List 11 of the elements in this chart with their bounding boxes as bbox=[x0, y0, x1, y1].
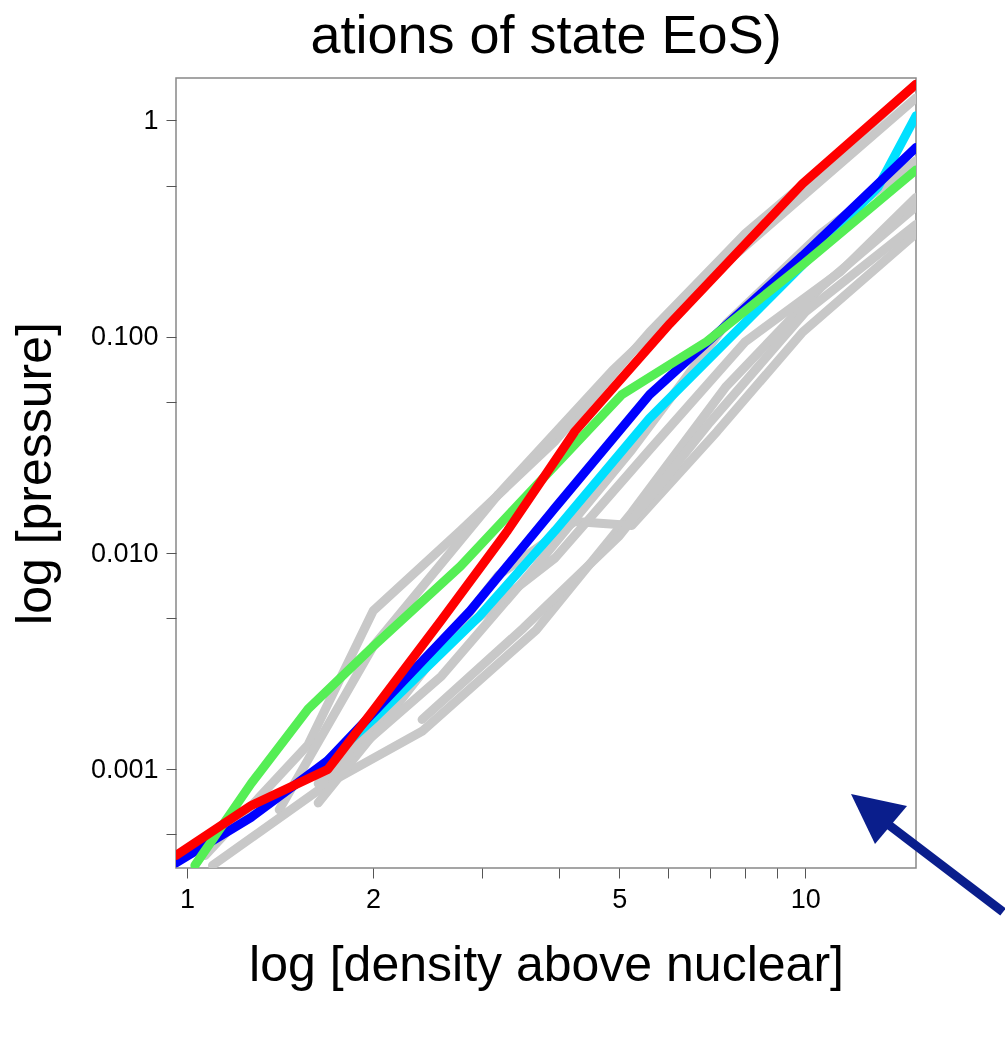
y-tick-label: 0.100 bbox=[90, 321, 159, 352]
y-tick-label: 1 bbox=[143, 104, 159, 135]
y-tick-label: 0.010 bbox=[90, 537, 159, 568]
x-tick-label: 5 bbox=[612, 883, 628, 914]
chart-title: ations of state EoS) bbox=[310, 4, 782, 64]
y-tick-label: 0.001 bbox=[90, 753, 159, 784]
x-tick-label: 10 bbox=[790, 883, 821, 914]
x-tick-label: 1 bbox=[179, 883, 195, 914]
x-tick-label: 2 bbox=[366, 883, 382, 914]
y-axis-title: log [pressure] bbox=[5, 322, 62, 625]
x-axis-title: log [density above nuclear] bbox=[249, 935, 844, 992]
